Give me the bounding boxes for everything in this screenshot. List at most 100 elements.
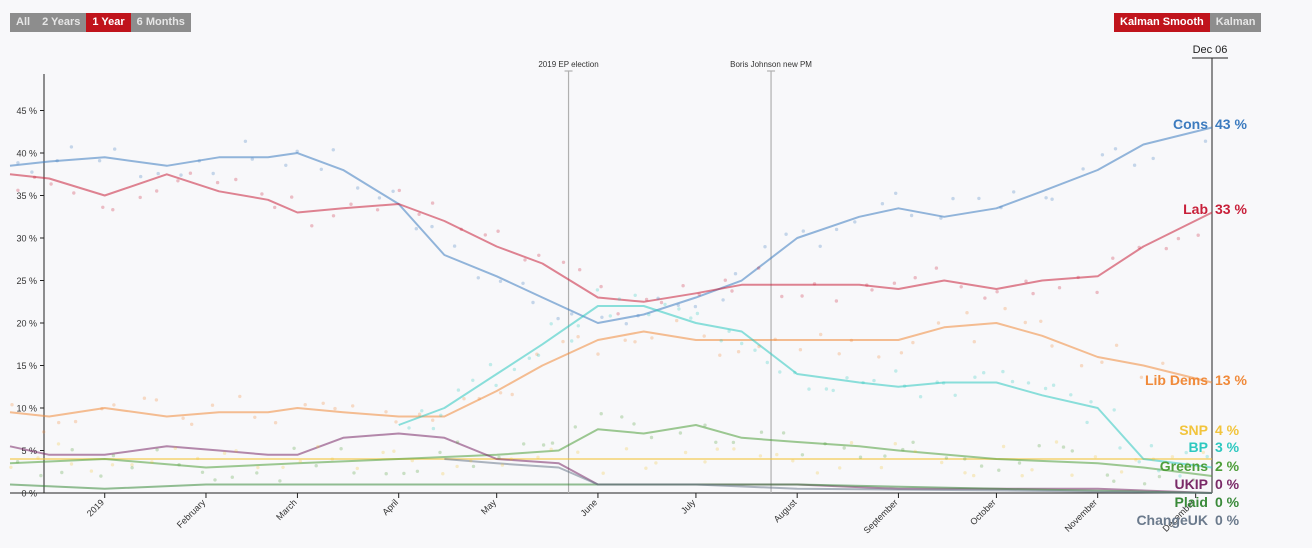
poll-dot-snp	[392, 449, 396, 453]
poll-dot-bp	[420, 409, 424, 413]
poll-dot-lib-dems	[42, 430, 46, 434]
poll-dot-cons	[1178, 122, 1183, 126]
poll-dot-snp	[815, 471, 820, 475]
poll-dot-bp	[1026, 381, 1031, 385]
poll-dot-lib-dems	[462, 397, 466, 401]
poll-dot-lab	[1057, 286, 1062, 290]
poll-dot-snp	[644, 466, 648, 470]
poll-dot-cons	[391, 189, 395, 193]
range-all-button[interactable]: All	[10, 13, 37, 32]
poll-dot-snp	[1170, 455, 1175, 459]
poll-dot-snp	[469, 459, 473, 463]
poll-dot-lib-dems	[561, 339, 565, 344]
poll-dot-bp	[1149, 444, 1154, 448]
poll-dot-snp	[1134, 458, 1138, 462]
x-tick-label: June	[578, 497, 599, 518]
poll-dot-cons	[801, 229, 805, 233]
poll-dot-lib-dems	[1192, 382, 1196, 386]
poll-dot-snp	[1070, 473, 1074, 477]
poll-dot-lib-dems	[498, 391, 503, 395]
poll-dot-snp	[316, 444, 320, 449]
range-2-years-button[interactable]: 2 Years	[36, 13, 87, 32]
poll-dot-greens	[60, 470, 64, 475]
range-1-year-button[interactable]: 1 Year	[86, 13, 131, 32]
poll-dot-snp	[222, 451, 227, 455]
x-tick-label: April	[380, 497, 400, 517]
poll-dot-cons	[1050, 197, 1054, 201]
series-value-bp: 3 %	[1215, 439, 1240, 455]
poll-dot-lib-dems	[510, 392, 514, 397]
poll-dot-cons	[16, 161, 20, 165]
poll-dot-lib-dems	[798, 348, 803, 352]
range-6-months-button[interactable]: 6 Months	[130, 13, 191, 32]
poll-dot-bp	[1085, 420, 1089, 425]
poll-dot-lib-dems	[535, 352, 539, 356]
poll-dot-greens	[550, 441, 555, 445]
poll-dot-bp	[719, 339, 723, 343]
poll-dot-cons	[624, 322, 628, 326]
x-tick-label: February	[175, 497, 208, 530]
poll-dot-lab	[1095, 290, 1099, 295]
poll-dot-bp	[1043, 386, 1048, 391]
poll-dot-snp	[1054, 440, 1059, 444]
poll-dot-lab	[1176, 236, 1181, 241]
poll-dot-lib-dems	[210, 403, 215, 407]
poll-dot-lab	[1196, 233, 1200, 237]
poll-dot-greens	[1185, 462, 1189, 466]
poll-dot-lib-dems	[1039, 319, 1043, 323]
poll-dot-lib-dems	[736, 350, 741, 354]
poll-dot-lab	[934, 266, 939, 270]
poll-dot-greens	[384, 472, 388, 476]
series-line-cons	[9, 126, 1213, 324]
poll-dot-bp	[1157, 469, 1161, 473]
poll-dot-cons	[1081, 167, 1085, 171]
poll-dot-snp	[381, 450, 385, 455]
poll-dot-lab	[757, 266, 761, 270]
poll-dot-lib-dems	[757, 344, 761, 349]
series-line-lab	[9, 173, 1213, 303]
poll-dot-cons	[284, 163, 288, 167]
poll-dot-lib-dems	[351, 404, 355, 408]
poll-dot-snp	[879, 465, 884, 470]
poll-dot-lab	[417, 212, 421, 216]
kalman-smooth-button[interactable]: Kalman Smooth	[1114, 13, 1210, 32]
series-value-plaid: 0 %	[1215, 494, 1240, 510]
series-value-lib-dems: 13 %	[1215, 372, 1247, 388]
poll-dot-lab	[1076, 275, 1080, 280]
poll-dot-lab	[578, 268, 582, 272]
poll-dot-cons	[977, 196, 981, 201]
poll-dot-lab	[892, 281, 897, 285]
poll-dot-lab	[913, 276, 917, 280]
range-selector: All 2 Years 1 Year 6 Months	[10, 13, 191, 32]
poll-dot-greens	[438, 450, 442, 455]
poll-dot-greens	[911, 440, 915, 444]
poll-dot-greens	[731, 440, 736, 445]
poll-dot-lib-dems	[321, 401, 325, 405]
poll-dot-greens	[1142, 482, 1147, 486]
poll-dot-greens	[573, 425, 577, 429]
poll-dot-greens	[455, 440, 460, 444]
poll-dot-cons	[377, 196, 382, 200]
x-tick-label: May	[479, 497, 498, 516]
poll-dot-snp	[234, 449, 238, 453]
poll-dot-greens	[979, 464, 984, 468]
poll-dot-bp	[765, 360, 769, 365]
poll-dot-greens	[402, 471, 406, 476]
poll-dot-snp	[89, 469, 94, 473]
poll-dot-lab	[983, 296, 987, 300]
poll-dot-bp	[1184, 450, 1188, 455]
poll-dot-lab	[780, 294, 784, 299]
series-line-lib-dems	[9, 322, 1213, 418]
poll-dot-lib-dems	[10, 403, 14, 407]
poll-dot-greens	[620, 415, 624, 419]
poll-dot-greens	[522, 442, 526, 446]
poll-dot-cons	[531, 300, 535, 305]
poll-dot-lib-dems	[154, 398, 159, 402]
poll-dot-lab	[1024, 279, 1028, 283]
poll-dot-bp	[1089, 400, 1093, 404]
series-label-greens: Greens	[1160, 458, 1208, 474]
x-tick-label: August	[772, 497, 799, 524]
poll-dot-lab	[870, 288, 874, 292]
poll-dot-greens	[883, 454, 887, 458]
kalman-button[interactable]: Kalman	[1209, 13, 1262, 32]
